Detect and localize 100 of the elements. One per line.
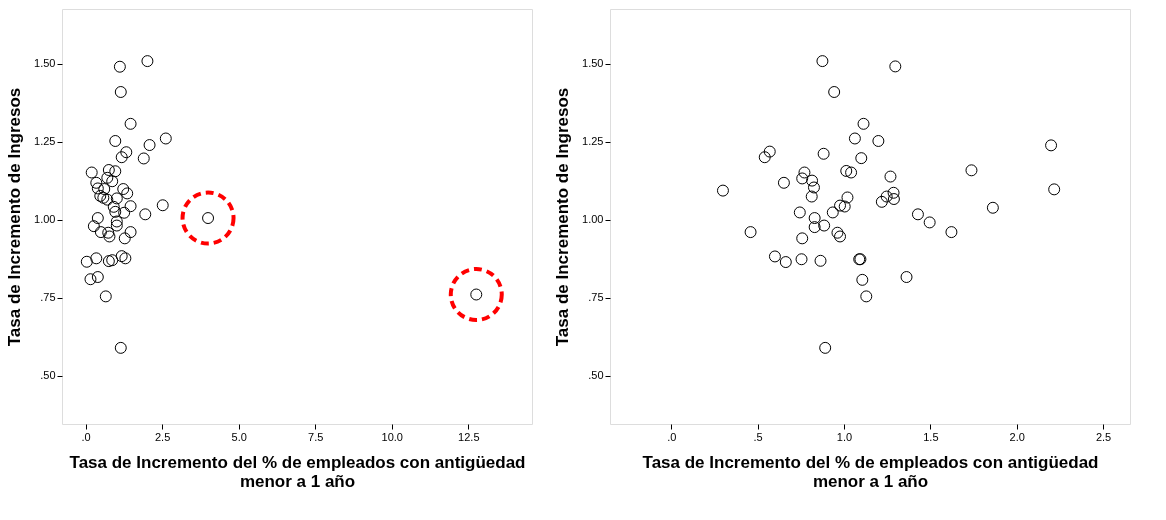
y-axis-title: Tasa de Incremento de Ingresos [553,87,573,347]
point [120,146,133,159]
point [103,230,116,243]
point [109,165,122,178]
point [156,199,169,212]
point [98,183,111,196]
point [795,253,808,266]
point [470,288,483,301]
point [763,145,776,158]
x-tick-label: 2.5 [154,430,171,443]
point [808,221,821,234]
y-tick-label: .75 [40,291,56,304]
point [860,290,873,303]
point [118,232,131,245]
point [102,255,115,268]
point [805,190,818,203]
point [117,183,130,196]
x-tick-label: 1.5 [923,430,939,443]
point [856,273,869,286]
point [744,226,757,239]
x-tick-label: 12.5 [458,430,480,443]
point [110,219,123,232]
y-tick-label: .75 [588,291,604,304]
point [838,200,851,213]
point [911,208,924,221]
point [80,255,93,268]
point [202,212,215,225]
x-axis-title: Tasa de Incremento del % de empleados con antigüedad menor a 1 año [69,452,526,491]
y-tick-label: 1.25 [582,135,604,148]
point [848,132,861,145]
point [141,55,154,68]
y-axis-title: Tasa de Incremento de Ingresos [5,87,25,347]
point [114,86,127,98]
point [118,206,131,219]
point [807,181,820,194]
point [448,267,504,322]
point [872,135,885,147]
y-tick-label: 1.50 [34,57,56,70]
point [106,254,119,267]
point [106,175,119,188]
point [124,226,137,239]
y-tick-label: 1.50 [582,57,604,70]
point [91,271,104,283]
x-tick-label: .0 [667,430,677,443]
point [87,220,100,233]
y-tick-label: 1.00 [34,213,56,226]
point [875,195,888,208]
point [124,117,137,130]
y-tick-label: 1.00 [582,213,604,226]
point [834,230,847,243]
x-tick-label: 5.0 [231,430,247,443]
point [945,226,958,239]
point [900,271,913,283]
point [102,164,115,176]
point [107,200,120,213]
point [716,184,729,197]
point [143,139,156,152]
point [84,273,97,286]
point [109,205,122,218]
point [887,193,900,205]
point [831,226,844,239]
point [109,135,122,147]
point [834,199,847,212]
x-tick-label: 2.0 [1009,430,1025,443]
point [121,187,134,200]
point [114,341,127,354]
point [1048,183,1061,196]
point [180,190,236,246]
point [923,216,936,229]
x-tick-label: 7.5 [308,430,324,443]
point [808,212,821,225]
point [880,190,893,203]
point [986,201,999,214]
x-tick-label: .0 [81,430,91,443]
point [85,166,98,179]
y-tick-label: .50 [588,369,604,382]
point [816,55,829,68]
point [101,171,114,184]
point [137,152,150,165]
point [110,192,123,205]
point [99,290,112,303]
point [889,60,902,73]
point [94,226,107,239]
point [840,164,853,177]
point [817,147,830,160]
x-tick-label: .5 [753,430,763,443]
point [91,212,104,225]
point [1045,139,1058,152]
point [857,117,870,130]
point [845,166,858,179]
point [841,191,854,204]
point [113,60,126,73]
point [855,152,868,165]
point [796,232,809,245]
point [798,166,811,179]
point [758,151,771,164]
point [768,250,781,263]
point [139,208,152,221]
point [793,206,806,219]
point [884,170,897,183]
